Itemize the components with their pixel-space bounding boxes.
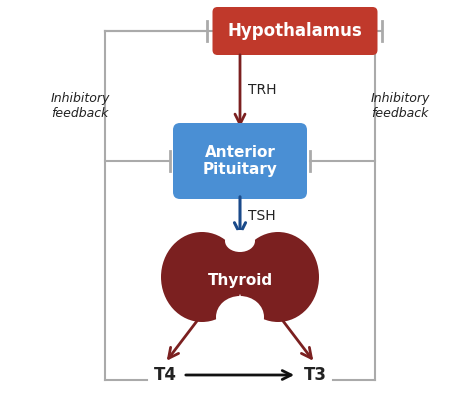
Text: T4: T4 xyxy=(154,366,176,384)
FancyBboxPatch shape xyxy=(212,7,377,55)
Text: Inhibitory
feedback: Inhibitory feedback xyxy=(370,92,430,120)
FancyBboxPatch shape xyxy=(173,123,307,199)
Ellipse shape xyxy=(161,232,243,322)
Text: TRH: TRH xyxy=(248,83,276,97)
Ellipse shape xyxy=(225,230,255,252)
Text: T3: T3 xyxy=(303,366,327,384)
Text: Hypothalamus: Hypothalamus xyxy=(228,22,363,40)
Text: Anterior
Pituitary: Anterior Pituitary xyxy=(202,145,277,177)
Ellipse shape xyxy=(237,232,319,322)
Ellipse shape xyxy=(216,296,264,338)
Text: TSH: TSH xyxy=(248,209,275,223)
Ellipse shape xyxy=(214,242,266,272)
Text: Inhibitory
feedback: Inhibitory feedback xyxy=(50,92,109,120)
Text: Thyroid: Thyroid xyxy=(208,273,273,288)
